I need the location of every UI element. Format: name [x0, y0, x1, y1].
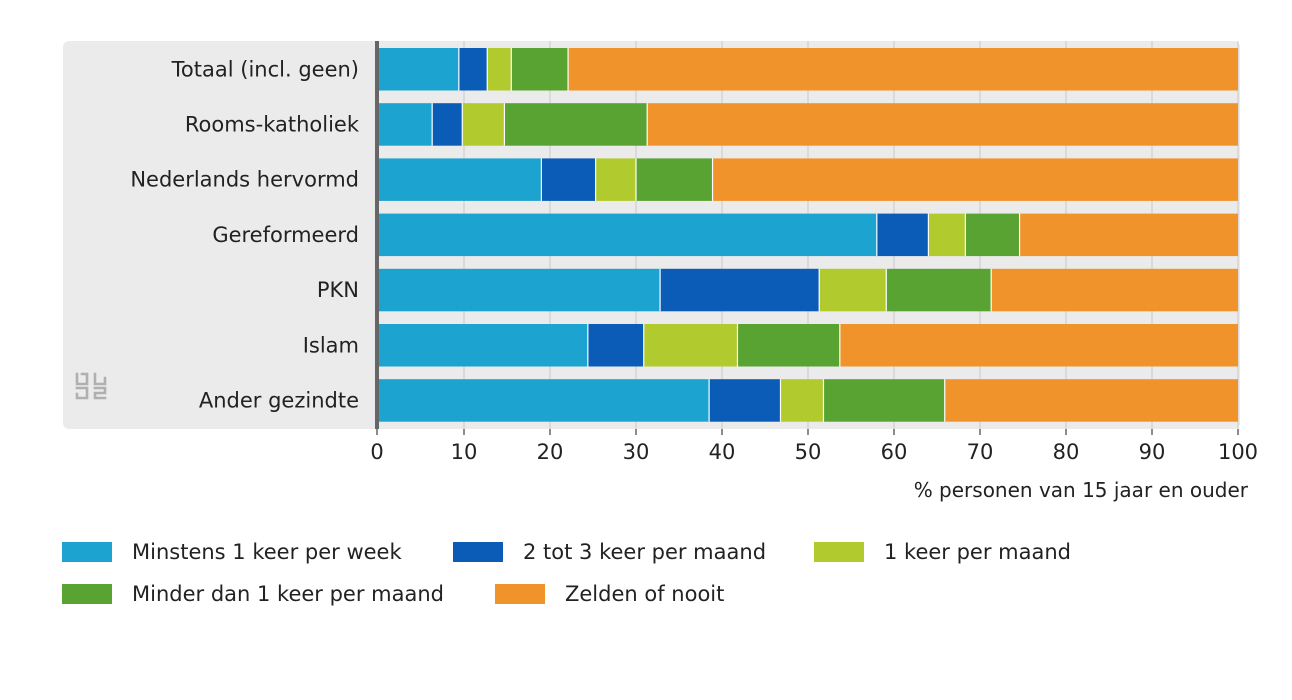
- bar-segment: [712, 158, 1238, 201]
- legend-swatch: [62, 584, 112, 604]
- legend-swatch: [453, 542, 503, 562]
- bar-segment: [378, 324, 588, 367]
- bar-segment: [378, 379, 710, 422]
- category-label: Rooms-katholiek: [185, 112, 360, 136]
- legend-label: Zelden of nooit: [565, 582, 724, 606]
- bar-segment: [709, 379, 781, 422]
- bar-segment: [780, 379, 824, 422]
- x-tick-label: 50: [795, 440, 822, 464]
- x-tick-label: 90: [1139, 440, 1166, 464]
- bar-segment: [886, 268, 992, 312]
- category-label: Nederlands hervormd: [130, 168, 359, 192]
- category-label: Gereformeerd: [212, 223, 359, 247]
- bar-segment: [991, 268, 1238, 312]
- bar-segment: [660, 268, 820, 312]
- bar-segment: [378, 268, 661, 312]
- legend-label: Minder dan 1 keer per maand: [132, 582, 444, 606]
- x-tick-label: 30: [623, 440, 650, 464]
- legend-item: Minstens 1 keer per week: [62, 540, 402, 564]
- bar-segment: [965, 213, 1020, 257]
- bar-segment: [1019, 213, 1238, 257]
- bar-segment: [511, 48, 569, 91]
- x-tick-label: 60: [881, 440, 908, 464]
- legend: Minstens 1 keer per week 2 tot 3 keer per…: [62, 540, 1071, 606]
- bar-segment: [737, 324, 840, 367]
- legend-swatch: [814, 542, 864, 562]
- bar-segment: [944, 379, 1238, 422]
- bar-segment: [595, 158, 636, 201]
- bar-segment: [636, 158, 713, 201]
- category-label: PKN: [317, 278, 359, 302]
- bar-segment: [823, 379, 945, 422]
- x-tick-label: 10: [451, 440, 478, 464]
- bar-segment: [462, 103, 505, 146]
- bar-segment: [587, 324, 644, 367]
- legend-swatch: [495, 584, 545, 604]
- legend-item: Zelden of nooit: [495, 582, 724, 606]
- category-labels: Totaal (incl. geen) Rooms-katholiek Nederl…: [130, 57, 360, 412]
- category-label: Islam: [303, 333, 359, 357]
- bar-segment: [647, 103, 1238, 146]
- cbs-logo-icon: [75, 372, 107, 400]
- x-tick-label: 100: [1218, 440, 1258, 464]
- bar-segment: [378, 158, 542, 201]
- x-tick-label: 20: [537, 440, 564, 464]
- x-axis-title: % personen van 15 jaar en ouder: [914, 478, 1249, 502]
- bars: [378, 48, 1238, 422]
- bar-segment: [819, 268, 887, 312]
- x-tick-label: 40: [709, 440, 736, 464]
- category-label: Ander gezindte: [199, 388, 359, 412]
- legend-item: 2 tot 3 keer per maand: [453, 540, 766, 564]
- x-tick-label: 80: [1053, 440, 1080, 464]
- bar-segment: [432, 103, 463, 146]
- legend-swatch: [62, 542, 112, 562]
- bar-segment: [458, 48, 488, 91]
- bar-segment: [378, 103, 433, 146]
- x-tick-label: 0: [370, 440, 383, 464]
- legend-label: 2 tot 3 keer per maand: [523, 540, 766, 564]
- legend-label: Minstens 1 keer per week: [132, 540, 402, 564]
- legend-item: 1 keer per maand: [814, 540, 1071, 564]
- x-tick-label: 70: [967, 440, 994, 464]
- x-axis-ticks: 0 10 20 30 40 50 60 70 80 90 100: [370, 429, 1258, 464]
- bar-segment: [504, 103, 648, 146]
- bar-segment: [487, 48, 512, 91]
- bar-segment: [541, 158, 596, 201]
- bar-segment: [876, 213, 929, 257]
- bar-segment: [643, 324, 738, 367]
- category-label: Totaal (incl. geen): [171, 57, 359, 81]
- bar-segment: [378, 213, 877, 257]
- bar-segment: [928, 213, 966, 257]
- legend-item: Minder dan 1 keer per maand: [62, 582, 444, 606]
- bar-segment: [568, 48, 1238, 91]
- legend-label: 1 keer per maand: [884, 540, 1071, 564]
- bar-segment: [839, 324, 1238, 367]
- bar-segment: [378, 48, 459, 91]
